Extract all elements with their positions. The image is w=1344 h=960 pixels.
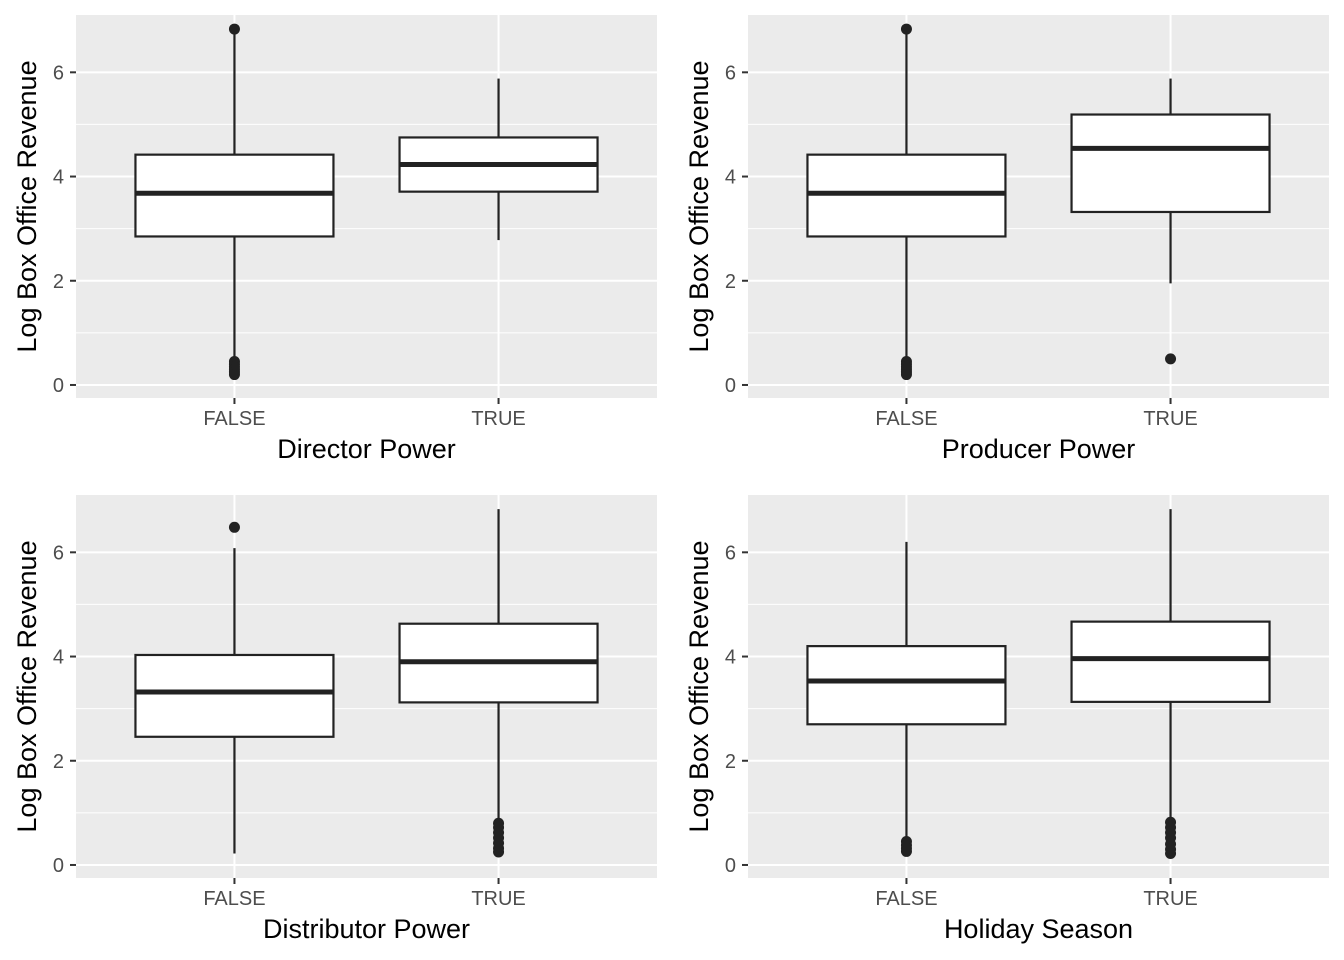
- y-tick-label: 4: [725, 647, 736, 669]
- outlier-point: [1165, 848, 1177, 860]
- box: [806, 645, 1007, 726]
- y-tick-label: 2: [725, 751, 736, 773]
- x-axis-title: Producer Power: [942, 434, 1136, 464]
- y-axis-title: Log Box Office Revenue: [684, 540, 714, 832]
- x-tick-label: FALSE: [875, 408, 937, 430]
- chart-panel-2: 0 2 4 6 FALSE TRUE Producer Power Log Box Offic…: [684, 15, 1329, 464]
- y-tick-label: 2: [725, 271, 736, 293]
- box: [1070, 113, 1271, 214]
- boxplot-true: [398, 78, 599, 241]
- box: [1070, 620, 1271, 703]
- chart-panel-4: 0 2 4 6 FALSE TRUE Holiday Season Log Box Offic…: [684, 495, 1329, 944]
- x-tick-label: FALSE: [875, 888, 937, 910]
- outlier-point: [1165, 353, 1177, 365]
- x-tick-label: TRUE: [471, 888, 525, 910]
- x-axis-title: Distributor Power: [263, 914, 470, 944]
- y-tick-label: 0: [725, 375, 736, 397]
- y-axis-title: Log Box Office Revenue: [12, 540, 42, 832]
- y-tick-label: 2: [53, 751, 64, 773]
- y-tick-label: 0: [53, 855, 64, 877]
- y-tick-label: 6: [725, 542, 736, 564]
- y-axis-title: Log Box Office Revenue: [12, 60, 42, 352]
- boxplot-false: [806, 23, 1007, 381]
- y-tick-label: 2: [53, 271, 64, 293]
- y-tick-label: 4: [725, 167, 736, 189]
- outlier-point: [900, 369, 912, 381]
- y-tick-label: 0: [725, 855, 736, 877]
- chart-panel-1: 0 2 4 6 FALSE TRUE Director Power Log Box Offic…: [12, 15, 657, 464]
- y-tick-label: 4: [53, 647, 64, 669]
- outlier-point: [228, 369, 240, 381]
- x-tick-label: TRUE: [471, 408, 525, 430]
- outlier-point: [228, 23, 240, 35]
- boxplot-false: [806, 541, 1007, 857]
- outlier-point: [900, 845, 912, 857]
- outlier-point: [900, 23, 912, 35]
- y-tick-label: 0: [53, 375, 64, 397]
- boxplot-false: [134, 521, 335, 854]
- y-tick-label: 4: [53, 167, 64, 189]
- x-tick-label: TRUE: [1143, 888, 1197, 910]
- x-axis-title: Director Power: [277, 434, 456, 464]
- boxplot-true: [1070, 78, 1271, 365]
- y-axis-title: Log Box Office Revenue: [684, 60, 714, 352]
- outlier-point: [493, 846, 505, 858]
- y-tick-label: 6: [53, 62, 64, 84]
- x-tick-label: FALSE: [203, 888, 265, 910]
- y-tick-label: 6: [53, 542, 64, 564]
- x-tick-label: TRUE: [1143, 408, 1197, 430]
- boxplot-false: [134, 23, 335, 381]
- y-tick-label: 6: [725, 62, 736, 84]
- x-axis-title: Holiday Season: [944, 914, 1133, 944]
- boxplot-true: [1070, 509, 1271, 860]
- box: [134, 653, 335, 738]
- x-tick-label: FALSE: [203, 408, 265, 430]
- outlier-point: [228, 521, 240, 533]
- boxplot-true: [398, 509, 599, 858]
